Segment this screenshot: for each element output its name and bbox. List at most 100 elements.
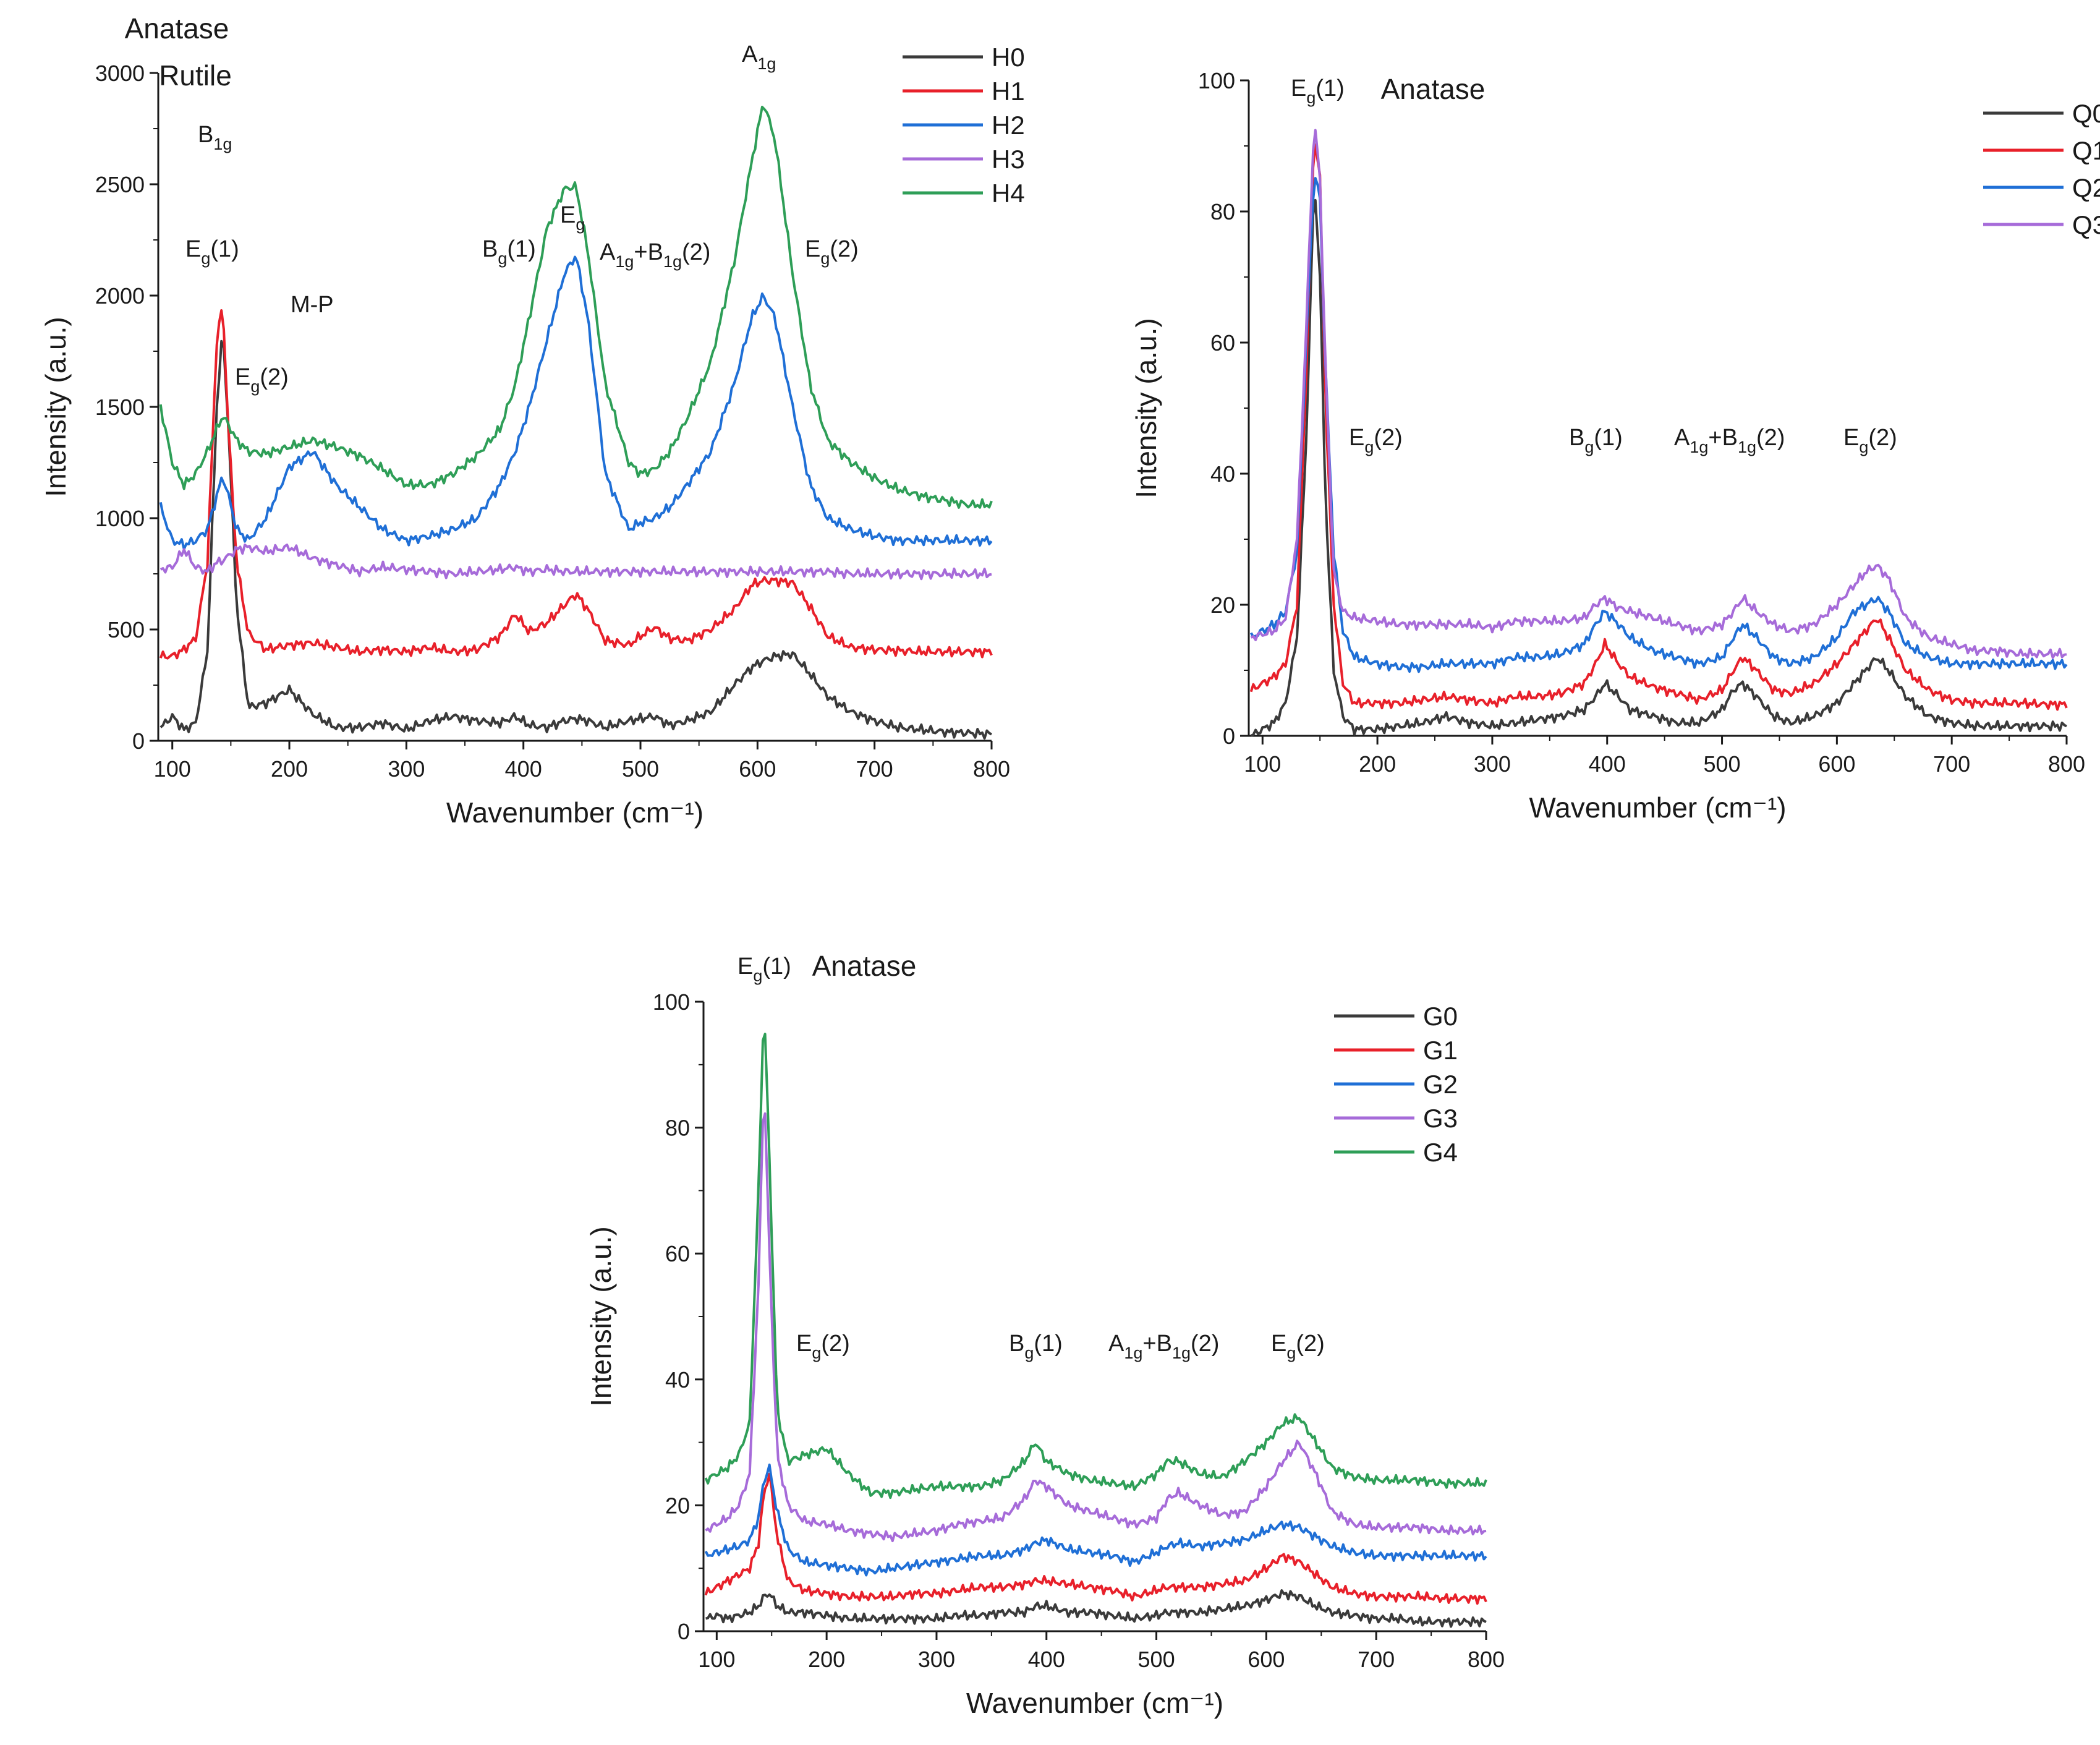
y-tick-label: 0 <box>1223 723 1235 749</box>
y-tick-label: 60 <box>665 1241 690 1266</box>
y-tick-label: 3000 <box>95 61 145 86</box>
x-tick-label: 700 <box>1358 1647 1395 1672</box>
y-tick-label: 60 <box>1210 330 1235 356</box>
legend-label-G0: G0 <box>1423 1002 1458 1031</box>
legend-label-Q0: Q0 <box>2072 99 2100 128</box>
series-line-G3 <box>705 1112 1487 1542</box>
title-annotation: Anatase <box>125 12 229 45</box>
x-tick-label: 400 <box>1589 751 1626 777</box>
peak-annotation: A1g <box>742 41 776 73</box>
peak-annotation: A1g+B1g(2) <box>1108 1331 1219 1362</box>
y-tick-label: 40 <box>1210 461 1235 487</box>
peak-annotation: M-P <box>291 292 334 318</box>
chart-panel-Q: 100 200 300 400 500 600 700 800 0 20 40 60 80 100 Wave… <box>1130 68 2100 824</box>
legend-label-H3: H3 <box>992 145 1025 174</box>
peak-annotation: Eg(1) <box>1291 75 1345 107</box>
series-line-H0 <box>159 339 992 740</box>
series-line-Q0 <box>1250 198 2067 737</box>
legend-label-Q3: Q3 <box>2072 210 2100 239</box>
x-tick-label: 800 <box>2048 751 2085 777</box>
peak-annotation: Eg(2) <box>1843 425 1897 456</box>
series-line-H3 <box>159 544 992 581</box>
y-tick-label: 80 <box>665 1116 690 1141</box>
x-axis-label: Wavenumber (cm⁻¹) <box>1529 791 1786 824</box>
x-tick-label: 500 <box>622 756 659 782</box>
x-tick-label: 600 <box>1248 1647 1285 1672</box>
y-tick-label: 500 <box>108 617 145 642</box>
legend-label-G3: G3 <box>1423 1104 1458 1133</box>
y-tick-label: 0 <box>678 1619 690 1644</box>
series-line-G1 <box>704 1472 1487 1605</box>
x-tick-label: 400 <box>505 756 542 782</box>
peak-annotation: A1g+B1g(2) <box>600 239 710 271</box>
peak-annotation: A1g+B1g(2) <box>1674 425 1785 456</box>
series-line-G2 <box>704 1463 1487 1577</box>
chart-panel-G: 100 200 300 400 500 600 700 800 0 20 40 60 80 100 Wave… <box>585 950 1505 1719</box>
legend-label-G2: G2 <box>1423 1070 1458 1099</box>
legend-label-H4: H4 <box>992 179 1025 208</box>
legend-label-H2: H2 <box>992 111 1025 140</box>
peak-annotation: Eg(2) <box>805 236 859 268</box>
y-tick-label: 20 <box>1210 592 1235 618</box>
x-tick-label: 300 <box>918 1647 955 1672</box>
legend-label-H1: H1 <box>992 77 1025 106</box>
x-tick-label: 100 <box>698 1647 735 1672</box>
legend-label-Q1: Q1 <box>2072 136 2100 165</box>
x-tick-label: 100 <box>1244 751 1281 777</box>
x-axis-label: Wavenumber (cm⁻¹) <box>966 1687 1223 1719</box>
x-tick-label: 700 <box>856 756 893 782</box>
x-tick-label: 100 <box>154 756 191 782</box>
peak-annotation: Eg(2) <box>796 1331 850 1362</box>
series-line-G4 <box>704 1033 1487 1500</box>
y-tick-label: 2500 <box>95 172 145 197</box>
title-annotation: Anatase <box>812 950 917 982</box>
peak-annotation: Bg(1) <box>1569 425 1623 456</box>
x-tick-label: 700 <box>1933 751 1970 777</box>
peak-annotation: Eg(2) <box>235 364 289 396</box>
title-annotation: Anatase <box>1381 73 1486 105</box>
series-line-H4 <box>159 106 993 509</box>
peak-annotation: Eg(2) <box>1271 1331 1325 1362</box>
peak-annotation: Bg(1) <box>1009 1331 1063 1362</box>
peak-annotation: Eg(1) <box>185 236 239 268</box>
legend-label-H0: H0 <box>992 43 1025 72</box>
series-line-H2 <box>159 255 993 550</box>
x-tick-label: 600 <box>739 756 776 782</box>
x-tick-label: 800 <box>973 756 1010 782</box>
y-axis-label: Intensity (a.u.) <box>585 1226 617 1406</box>
x-tick-label: 300 <box>1474 751 1511 777</box>
y-axis-label: Intensity (a.u.) <box>1130 318 1162 498</box>
x-axis-label: Wavenumber (cm⁻¹) <box>446 796 704 829</box>
x-tick-label: 500 <box>1704 751 1741 777</box>
x-tick-label: 200 <box>808 1647 845 1672</box>
y-tick-label: 20 <box>665 1493 690 1518</box>
y-tick-label: 80 <box>1210 199 1235 224</box>
x-tick-label: 400 <box>1028 1647 1065 1672</box>
legend-label-Q2: Q2 <box>2072 173 2100 202</box>
series-line-Q1 <box>1249 143 2068 711</box>
y-tick-label: 1000 <box>95 506 145 531</box>
peak-annotation: B1g <box>198 122 232 153</box>
legend-label-G1: G1 <box>1423 1036 1458 1065</box>
series-line-Q3 <box>1250 129 2067 659</box>
y-tick-label: 100 <box>653 989 690 1015</box>
x-tick-label: 300 <box>388 756 425 782</box>
legend-label-G4: G4 <box>1423 1138 1458 1167</box>
peak-annotation: Eg(1) <box>738 954 791 985</box>
peak-annotation: Bg(1) <box>482 236 536 268</box>
peak-annotation: Eg <box>560 202 585 234</box>
peak-annotation: Eg(2) <box>1349 425 1403 456</box>
x-tick-label: 800 <box>1468 1647 1505 1672</box>
x-tick-label: 200 <box>1359 751 1396 777</box>
y-tick-label: 100 <box>1198 68 1235 93</box>
x-tick-label: 500 <box>1138 1647 1175 1672</box>
y-axis-label: Intensity (a.u.) <box>40 317 72 497</box>
y-tick-label: 0 <box>132 728 145 754</box>
title-annotation: Rutile <box>159 59 232 92</box>
y-tick-label: 40 <box>665 1367 690 1393</box>
series-line-H1 <box>159 309 993 660</box>
series-line-G0 <box>705 1589 1487 1628</box>
x-tick-label: 600 <box>1818 751 1855 777</box>
chart-panel-H: 100 200 300 400 500 600 700 800 0 500 1000 1500 2000… <box>40 12 1025 829</box>
